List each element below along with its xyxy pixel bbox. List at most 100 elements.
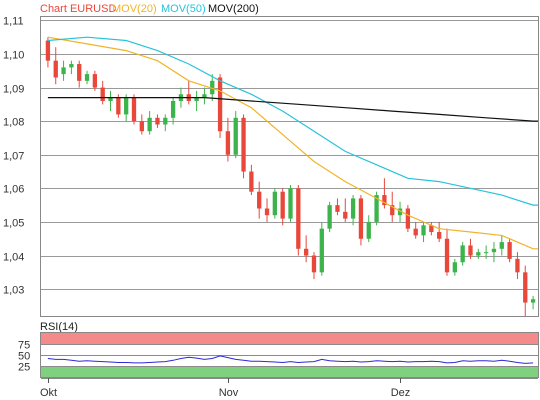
candle	[147, 111, 152, 135]
candle-body	[116, 97, 121, 115]
y-tick-label: 1,09	[3, 84, 24, 96]
y-tick-label: 1,08	[3, 117, 24, 129]
candle-body	[139, 121, 144, 132]
legend-mov200: MOV(200)	[208, 3, 259, 15]
candle-body	[429, 225, 434, 233]
candle-body	[405, 208, 411, 229]
candle-body	[483, 252, 489, 254]
candle	[163, 114, 168, 132]
candle-body	[327, 205, 332, 229]
candle-body	[147, 117, 152, 132]
candle-body	[108, 97, 113, 101]
candle	[374, 191, 379, 226]
x-axis: OktNovDezJan	[40, 378, 538, 399]
candle	[249, 164, 254, 196]
candle	[413, 221, 418, 239]
candle-body	[390, 205, 395, 216]
legend-chart-eurusd: Chart EURUSD	[40, 3, 116, 15]
candle	[499, 235, 504, 256]
candle-body	[124, 97, 129, 115]
candle	[194, 90, 199, 112]
candle	[350, 195, 356, 226]
y-tick-label: 1,07	[3, 151, 24, 163]
candle-body	[413, 228, 418, 236]
candle-body	[358, 198, 364, 239]
candle	[264, 198, 270, 222]
candle-body	[233, 117, 238, 155]
candle-body	[217, 77, 223, 132]
price-panel-frame	[40, 16, 539, 317]
candle	[437, 221, 442, 243]
candle-body	[382, 195, 387, 206]
candle	[233, 111, 238, 159]
candle-body	[437, 232, 442, 239]
candle	[280, 188, 285, 226]
candle	[257, 181, 262, 219]
candle-body	[225, 131, 231, 155]
candle	[405, 205, 411, 233]
rsi-title: RSI(14)	[40, 321, 78, 333]
candle-body	[311, 255, 317, 273]
candle	[217, 74, 223, 138]
candle	[139, 114, 144, 135]
candle	[523, 265, 528, 316]
candle	[491, 242, 497, 263]
x-tick-label: Dez	[391, 387, 411, 399]
candle-body	[507, 242, 512, 259]
rsi-tick-label: 75	[18, 340, 30, 352]
candle	[241, 114, 246, 179]
candle	[460, 242, 465, 266]
candle	[468, 238, 473, 259]
y-tick-label: 1,10	[3, 50, 24, 62]
candle-body	[241, 117, 246, 172]
candle	[92, 70, 98, 91]
candle	[170, 97, 176, 125]
candle	[530, 295, 536, 310]
legend-mov20: MOV(20)	[112, 3, 157, 15]
candle	[452, 258, 457, 276]
candle	[343, 198, 348, 222]
candle	[429, 221, 434, 236]
candle	[483, 245, 489, 259]
candle-body	[280, 191, 285, 219]
candle-body	[530, 299, 536, 303]
candle-body	[257, 191, 262, 209]
candle-body	[194, 97, 199, 101]
y-tick-label: 1,06	[3, 184, 24, 196]
mov20-line	[47, 36, 538, 250]
candle	[476, 248, 481, 259]
candle-body	[515, 258, 520, 273]
candle-body	[335, 205, 340, 212]
candle	[507, 238, 512, 263]
candle	[327, 201, 332, 233]
candle	[366, 215, 371, 243]
rsi-zone	[41, 333, 538, 344]
candle-body	[343, 211, 348, 219]
candle	[210, 74, 215, 101]
candle-body	[249, 171, 254, 192]
candle-body	[444, 238, 450, 273]
candle	[311, 252, 317, 280]
candle	[155, 114, 160, 128]
candle	[100, 80, 105, 105]
candle	[303, 235, 309, 263]
candle-body	[272, 191, 278, 216]
candle-body	[53, 60, 58, 78]
candle-body	[303, 248, 309, 256]
rsi-series-line	[47, 355, 534, 364]
candle	[61, 60, 66, 81]
y-tick-label: 1,11	[3, 16, 24, 28]
candle-body	[374, 195, 379, 222]
candle-body	[69, 64, 74, 68]
candle	[45, 37, 51, 68]
candle-body	[491, 248, 497, 253]
candle-body	[460, 245, 465, 263]
candle-body	[45, 40, 51, 61]
candle	[515, 252, 520, 280]
chart-legend: Chart EURUSD MOV(20) MOV(50) MOV(200)	[40, 3, 259, 15]
mov200-line	[47, 96, 538, 122]
candle	[358, 195, 364, 246]
candle-body	[163, 117, 168, 125]
